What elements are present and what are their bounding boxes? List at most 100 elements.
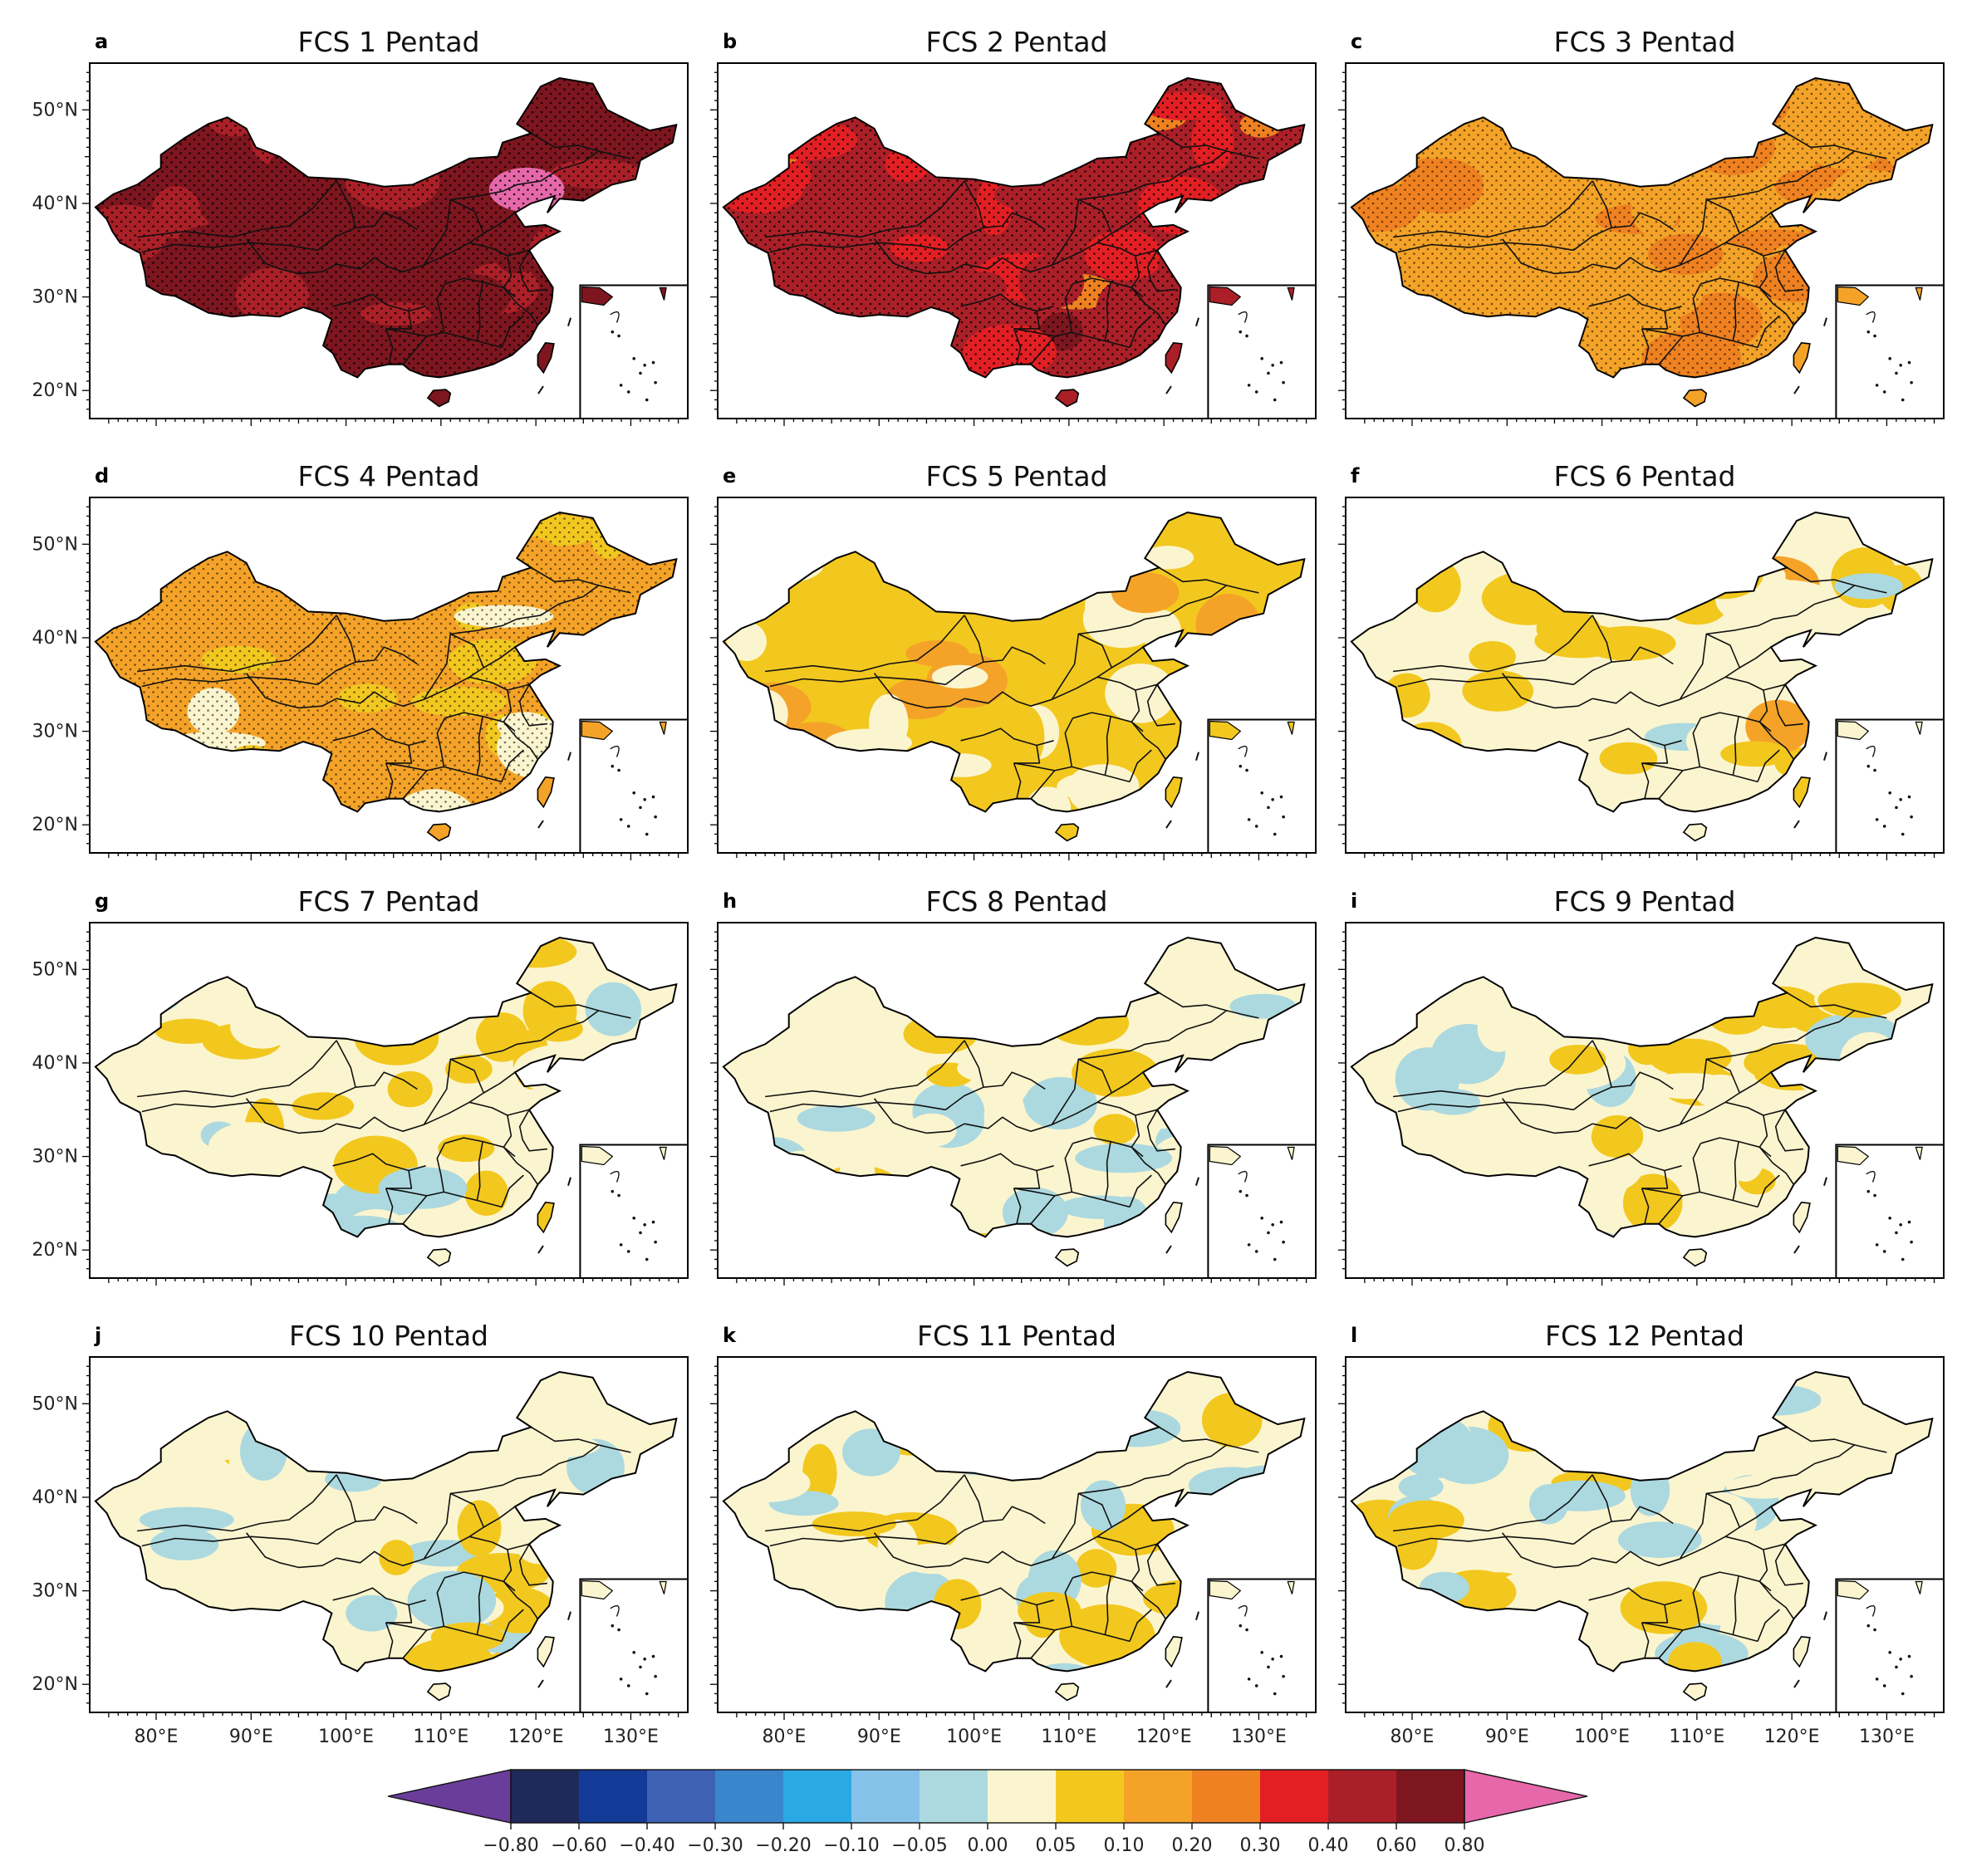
province-boundary (450, 1462, 560, 1495)
taiwan-island (537, 776, 555, 809)
province-boundary (1679, 1492, 1741, 1560)
map-panel-b: b FCS 2 Pentad (710, 26, 1317, 426)
skill-blob (1588, 814, 1642, 841)
province-boundary (436, 1577, 446, 1627)
skill-blob (1515, 326, 1571, 365)
skill-blob (417, 122, 454, 151)
skill-blob (316, 938, 361, 982)
skill-blob (150, 1528, 219, 1560)
skill-blob (495, 938, 577, 968)
panel-letter: b (723, 30, 737, 53)
province-boundary (245, 673, 337, 709)
province-boundary (1131, 689, 1140, 722)
skill-blob (1094, 1408, 1181, 1447)
province-boundary (476, 1141, 483, 1201)
province-boundary (423, 1492, 485, 1560)
lat-tick-label: 40°N (32, 1053, 78, 1074)
lon-tick-label: 80°E (1391, 1727, 1435, 1747)
dash-marks (537, 1611, 571, 1688)
skill-blob (171, 943, 239, 969)
province-boundary (385, 1604, 413, 1624)
skill-blob (802, 1443, 837, 1503)
colorbar-swatch (715, 1770, 783, 1823)
province-boundary (1129, 1174, 1152, 1207)
colorbar-tick-label: 0.10 (1104, 1835, 1145, 1856)
map-panel-i: i FCS 9 Pentad (1338, 885, 1945, 1286)
skill-blob (931, 664, 988, 689)
skill-blob (1489, 1199, 1529, 1250)
province-boundary (1111, 646, 1144, 669)
skill-blob (600, 246, 660, 288)
province-boundary (385, 1170, 413, 1189)
skill-blob (1743, 580, 1834, 620)
skill-blob (1141, 546, 1194, 570)
colorbar-extend-high (1464, 1769, 1588, 1824)
skill-blob (744, 1150, 815, 1207)
skill-blob (1076, 1549, 1117, 1588)
province-boundary (1013, 1604, 1041, 1624)
province-boundary (1397, 676, 1574, 688)
hainan-island (1054, 1248, 1080, 1267)
province-boundary (1572, 646, 1674, 685)
province-boundary (765, 1474, 965, 1532)
panel-title: FCS 4 Pentad (298, 460, 480, 492)
lat-tick-label: 50°N (32, 959, 78, 980)
province-boundary (1706, 1462, 1816, 1495)
skill-blob (1395, 1372, 1478, 1415)
colorbar-swatch (647, 1770, 715, 1823)
province-boundary (503, 255, 513, 288)
skill-blob (1382, 673, 1430, 718)
skill-blob (387, 1070, 433, 1108)
south-china-sea-inset (579, 284, 689, 419)
skill-blob (1018, 1592, 1082, 1629)
skill-blob (367, 966, 463, 1016)
province-boundary (1739, 646, 1772, 669)
province-boundary (1013, 762, 1131, 783)
skill-blob (122, 1646, 204, 1692)
skill-blob (923, 771, 1018, 822)
country-outline (722, 936, 1306, 1238)
province-boundary (1078, 603, 1188, 635)
province-boundary (518, 249, 547, 292)
south-china-sea-inset (1207, 284, 1317, 419)
province-boundary (436, 718, 446, 767)
skill-blob (311, 78, 380, 127)
skill-blob (532, 1015, 583, 1042)
skill-blob (1726, 1475, 1799, 1499)
province-boundary (1592, 1116, 1680, 1132)
province-boundary (316, 1071, 418, 1110)
province-boundary (245, 238, 337, 275)
province-boundary (1588, 1153, 1682, 1172)
province-boundary (960, 293, 1054, 312)
province-boundary (944, 1506, 1046, 1545)
province-boundary (1397, 1536, 1574, 1547)
skill-blob (1630, 1463, 1670, 1516)
lon-tick-label: 80°E (763, 1727, 807, 1747)
colorbar-tick-label: −0.40 (619, 1835, 674, 1856)
province-boundary (769, 1536, 946, 1547)
hainan-island (426, 1248, 452, 1267)
province-boundary (1051, 198, 1113, 267)
lat-tick-label: 20°N (32, 815, 78, 835)
skill-blob (1517, 938, 1557, 984)
panel-letter: j (94, 1324, 101, 1347)
province-boundary (873, 673, 965, 709)
skill-blob (723, 1639, 795, 1676)
country-outline (94, 76, 678, 379)
hainan-island (426, 389, 452, 408)
province-boundary (1786, 992, 1855, 1011)
skill-blob (483, 95, 521, 135)
skill-blob (1245, 1374, 1293, 1405)
skill-blob (1056, 1376, 1091, 1439)
province-boundary (385, 762, 394, 799)
province-boundary (336, 691, 424, 707)
province-boundary (1501, 1098, 1593, 1134)
dash-marks (537, 317, 571, 394)
skill-blob (219, 369, 258, 396)
skill-blob (211, 1621, 303, 1671)
skill-blob (852, 1228, 927, 1266)
skill-blob (1628, 1032, 1667, 1065)
skill-blob (1351, 331, 1435, 373)
skill-blob (526, 799, 589, 827)
skill-blob (921, 1176, 957, 1224)
